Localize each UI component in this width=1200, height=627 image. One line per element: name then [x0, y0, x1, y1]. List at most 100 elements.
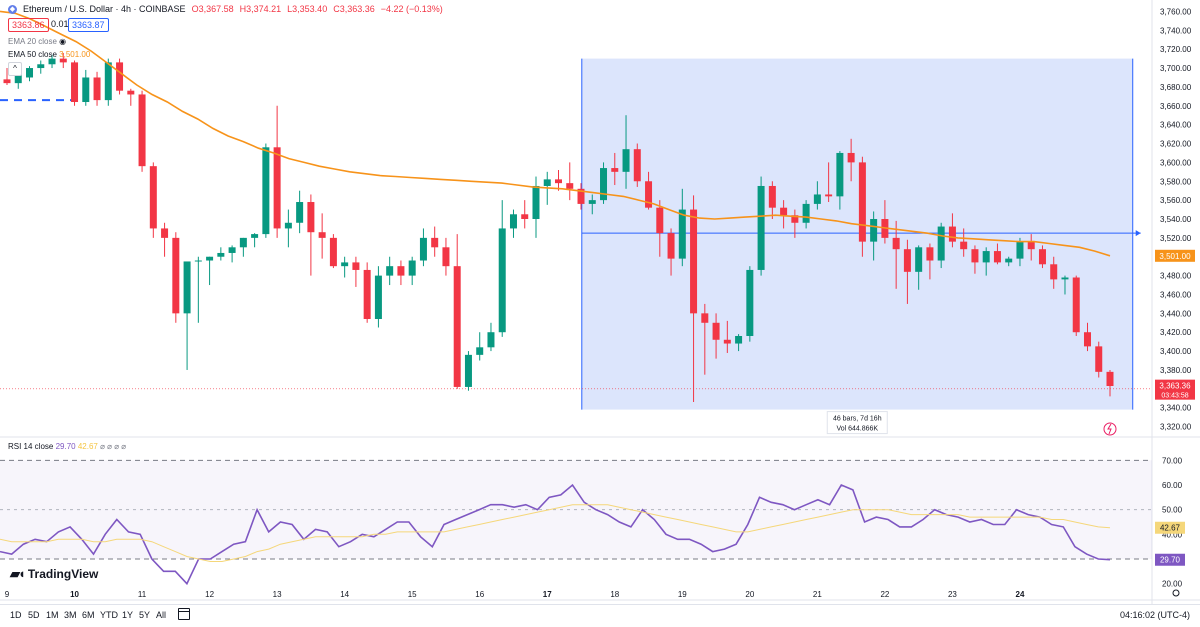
- time-tick-label: 18: [610, 590, 619, 599]
- candle-body: [386, 266, 394, 276]
- candle-body: [273, 147, 281, 229]
- candle-body: [284, 222, 292, 229]
- candle-body: [149, 166, 157, 229]
- candle-body: [757, 185, 765, 270]
- bottom-toolbar: 1D 5D 1M 3M 6M YTD 1Y 5Y All 04:16:02 (U…: [0, 604, 1200, 627]
- price-tick-label: 3,480.00: [1160, 272, 1192, 281]
- candle-body: [813, 194, 821, 204]
- price-chart[interactable]: 3,320.003,340.003,360.003,380.003,400.00…: [0, 0, 1200, 604]
- price-tick-label: 3,520.00: [1160, 234, 1192, 243]
- timeframe-5d[interactable]: 5D: [28, 610, 40, 620]
- candle-body: [667, 233, 675, 259]
- ema20-label: EMA 20 close: [8, 37, 57, 46]
- time-tick-label: 11: [138, 590, 147, 599]
- calendar-icon[interactable]: [178, 608, 190, 620]
- ema50-line: [0, 10, 1111, 257]
- candle-body: [802, 203, 810, 223]
- timeframe-6m[interactable]: 6M: [82, 610, 95, 620]
- measure-arrow-icon: [1135, 230, 1141, 237]
- candle-body: [453, 266, 461, 387]
- time-tick-label: 19: [678, 590, 687, 599]
- ohlc-low: L3,353.40: [287, 4, 328, 14]
- ask-price-box[interactable]: 3363.87: [68, 18, 109, 32]
- rsi-tick-label: 70.00: [1162, 456, 1183, 465]
- candle-body: [926, 247, 934, 261]
- rsi-ma-axis-label: 42.67: [1160, 524, 1181, 533]
- time-tick-label: 16: [475, 590, 484, 599]
- last-price-axis-label: 3,363.36: [1159, 382, 1191, 391]
- candle-body: [588, 200, 596, 204]
- candle-body: [1050, 264, 1058, 280]
- price-tick-label: 3,600.00: [1160, 158, 1192, 167]
- candle-body: [127, 90, 135, 95]
- candle-body: [116, 62, 124, 91]
- tradingview-logo[interactable]: ▰◖ TradingView: [10, 566, 98, 582]
- eye-icon[interactable]: ◉: [59, 37, 67, 46]
- clock-readout[interactable]: 04:16:02 (UTC-4): [1119, 610, 1190, 620]
- candle-body: [780, 207, 788, 216]
- candle-body: [93, 77, 101, 101]
- candle-body: [183, 261, 191, 314]
- ema50-value: 3,501.00: [59, 50, 91, 59]
- candle-body: [622, 149, 630, 172]
- timeframe-1m[interactable]: 1M: [46, 610, 59, 620]
- candle-body: [915, 247, 923, 272]
- hidden-values-icon: ⌀ ⌀ ⌀ ⌀: [100, 442, 127, 451]
- timeframe-ytd[interactable]: YTD: [100, 610, 118, 620]
- candle-body: [948, 226, 956, 242]
- rsi-axis-label: 29.70: [1160, 556, 1181, 565]
- candle-body: [14, 71, 22, 84]
- candle-body: [577, 188, 585, 204]
- collapse-legend-button[interactable]: ^: [8, 62, 22, 76]
- ema50-axis-label-bg: [1155, 249, 1195, 262]
- rsi-tick-label: 50.00: [1162, 506, 1183, 515]
- timeframe-3m[interactable]: 3M: [64, 610, 77, 620]
- chart-legend: ◆ Ethereum / U.S. Dollar · 4h · COINBASE…: [8, 4, 443, 14]
- candle-body: [1083, 332, 1091, 347]
- price-tick-label: 3,340.00: [1160, 404, 1192, 413]
- rsi-line: [0, 483, 1111, 586]
- candle-body: [464, 354, 472, 387]
- candles-group: [3, 52, 1114, 403]
- candle-body: [892, 237, 900, 250]
- candle-body: [26, 68, 34, 78]
- price-tick-label: 3,720.00: [1160, 45, 1192, 54]
- timeframe-1d[interactable]: 1D: [10, 610, 22, 620]
- price-tick-label: 3,760.00: [1160, 7, 1192, 16]
- time-tick-label: 24: [1016, 590, 1025, 599]
- candle-body: [408, 260, 416, 276]
- candle-body: [645, 181, 653, 208]
- candle-body: [1072, 277, 1080, 333]
- ema50-label: EMA 50 close: [8, 50, 57, 59]
- candle-body: [1095, 346, 1103, 372]
- candle-body: [71, 62, 79, 103]
- ema20-legend: EMA 20 close ◉: [8, 37, 66, 46]
- candle-body: [1061, 277, 1069, 280]
- candle-body: [498, 228, 506, 333]
- spread-value: 0.01: [51, 19, 69, 29]
- price-tick-label: 3,560.00: [1160, 196, 1192, 205]
- timeframe-all[interactable]: All: [156, 610, 167, 620]
- candle-body: [194, 260, 202, 262]
- price-tick-label: 3,740.00: [1160, 26, 1192, 35]
- chevron-up-icon: ^: [13, 64, 17, 73]
- rsi-tick-label: 60.00: [1162, 481, 1183, 490]
- timeframe-5y[interactable]: 5Y: [139, 610, 151, 620]
- candle-body: [971, 249, 979, 263]
- price-tick-label: 3,420.00: [1160, 328, 1192, 337]
- candle-body: [296, 202, 304, 223]
- brand-label: TradingView: [27, 567, 99, 581]
- candle-body: [3, 79, 11, 84]
- candle-body: [1027, 241, 1035, 250]
- candle-body: [104, 62, 112, 101]
- candle-body: [374, 275, 382, 320]
- candle-body: [419, 237, 427, 261]
- candle-body: [172, 237, 180, 314]
- candle-body: [251, 234, 259, 238]
- candle-body: [555, 179, 562, 184]
- timeframe-1y[interactable]: 1Y: [122, 610, 134, 620]
- rsi-axis-label-bg: [1155, 553, 1185, 566]
- candle-body: [59, 58, 67, 63]
- bid-price-box[interactable]: 3363.86: [8, 18, 49, 32]
- time-tick-label: 17: [543, 590, 552, 599]
